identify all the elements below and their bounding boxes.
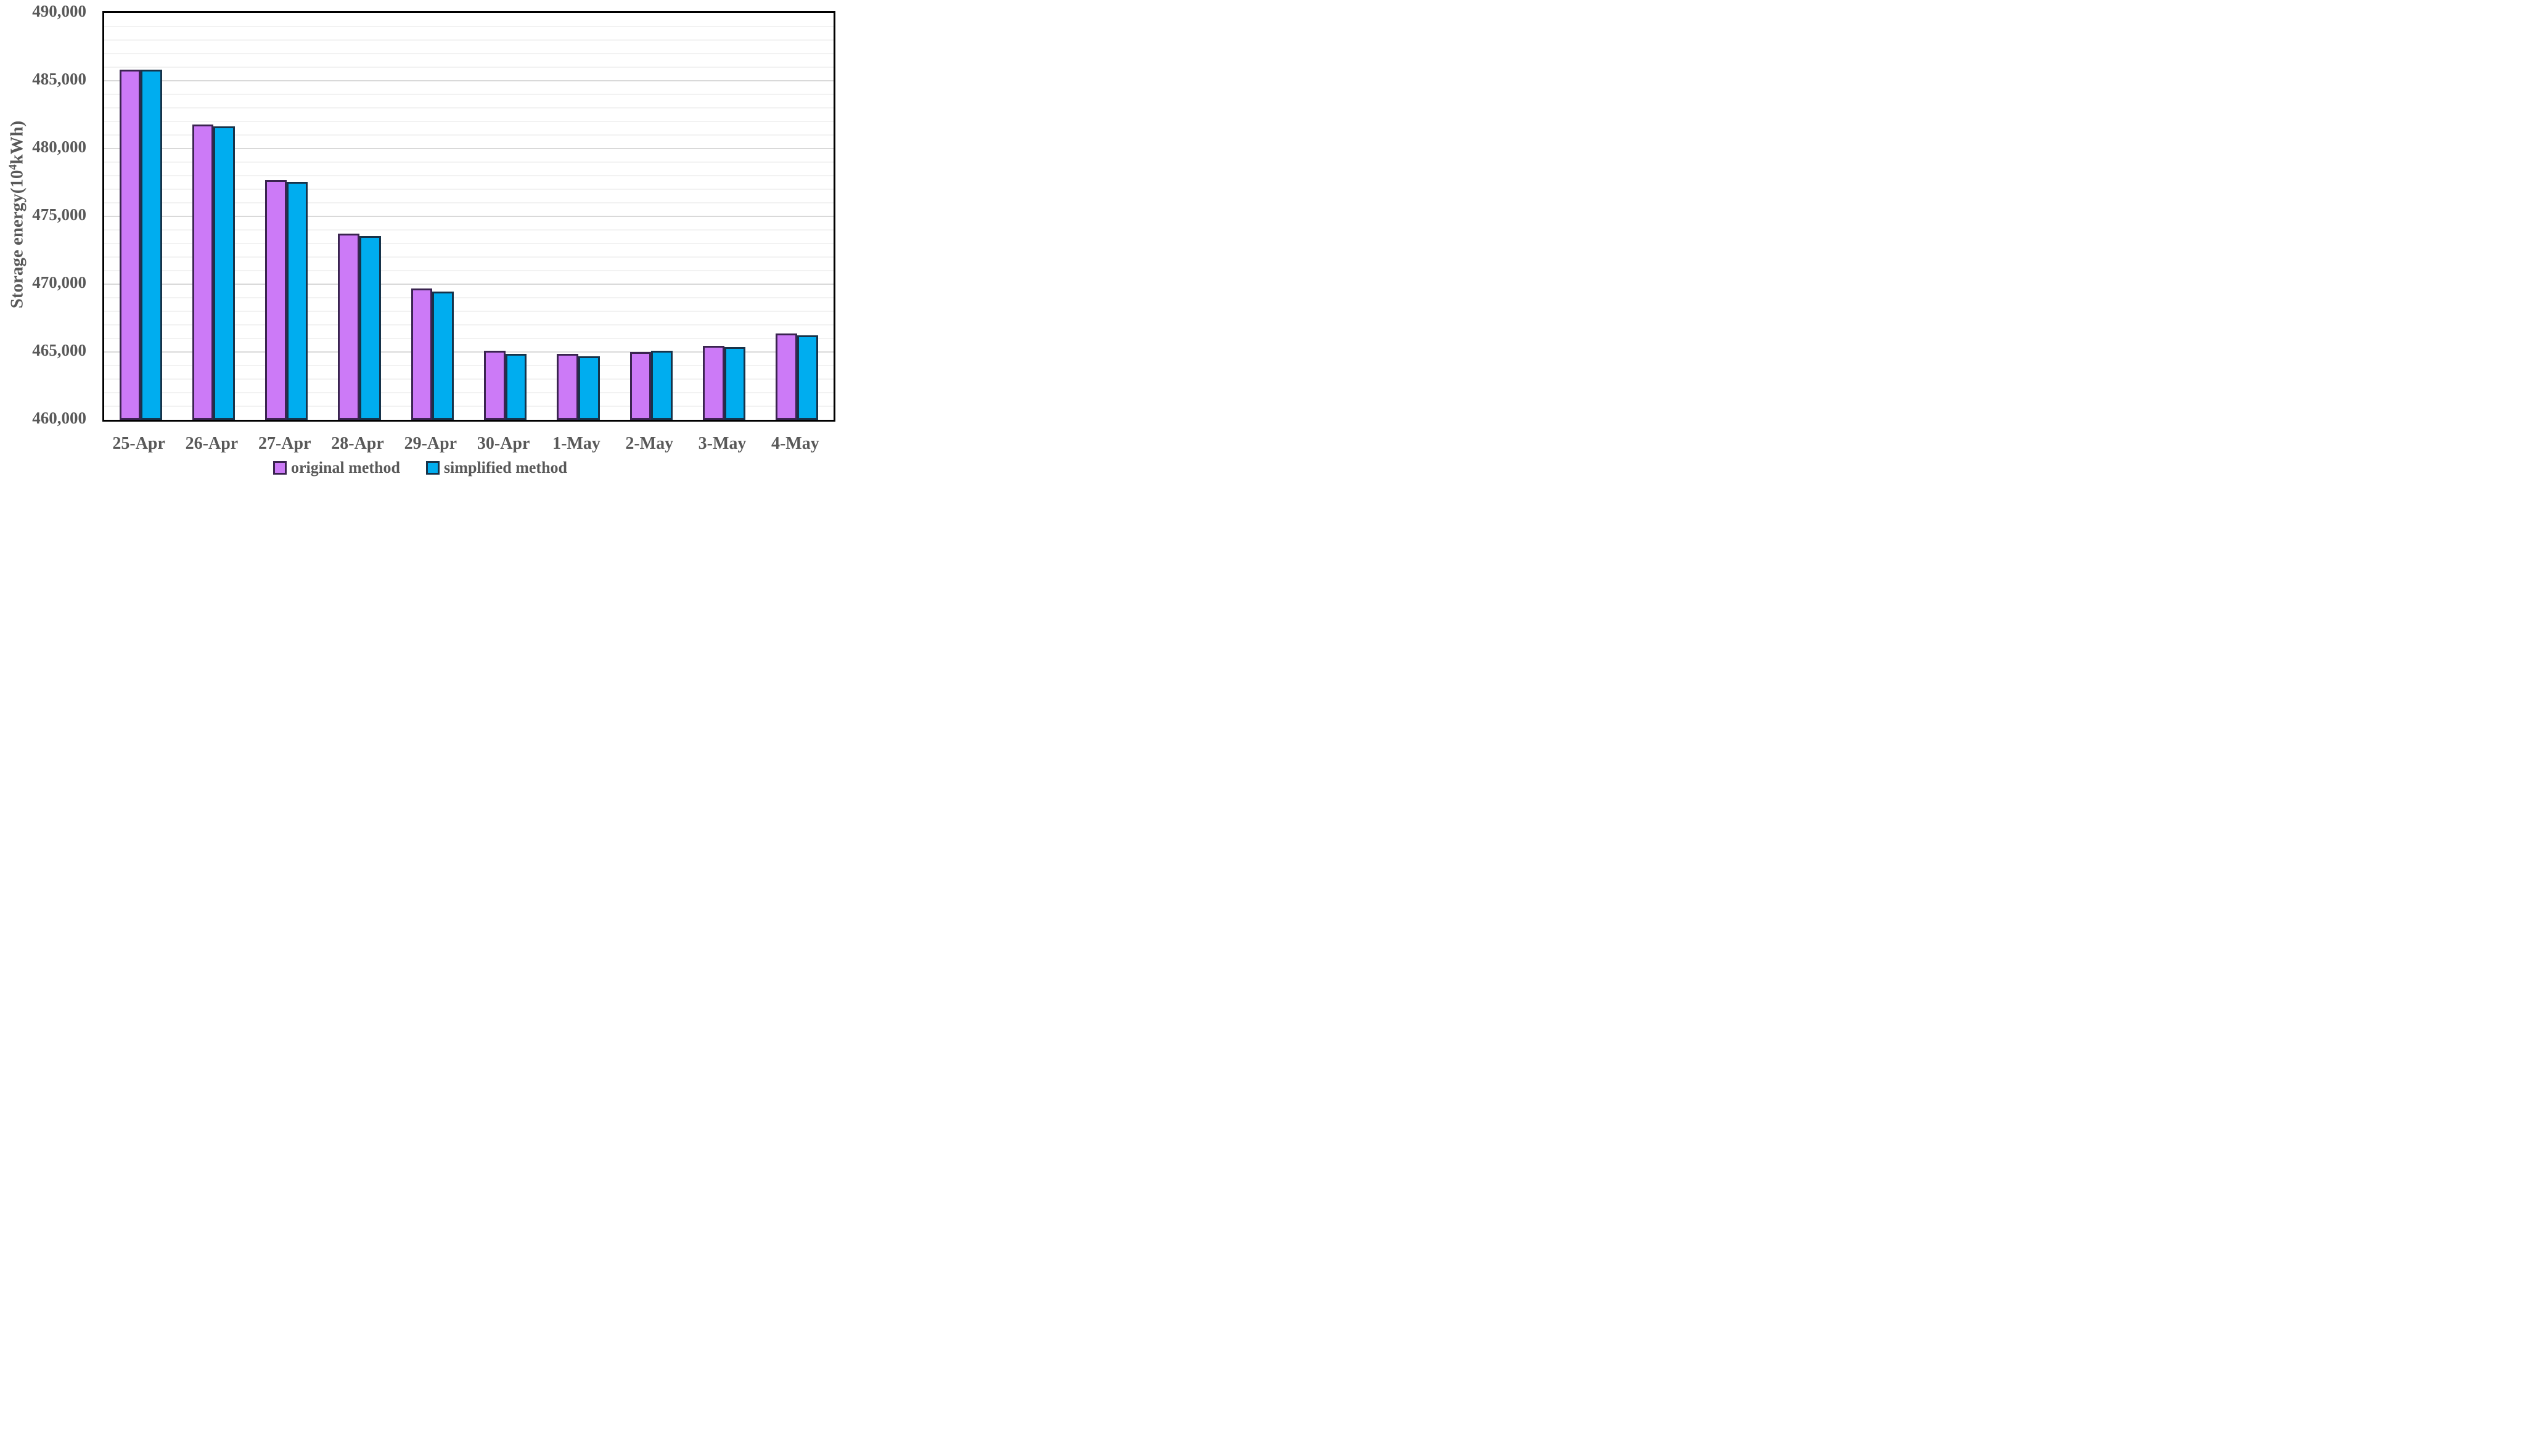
bar-chart-figure: Storage energy(104kWh) 460,000 465,000 470… [0, 0, 840, 485]
minor-gridline [104, 324, 834, 325]
legend-label-original-method: original method [290, 459, 400, 476]
legend-label-simplified-method: simplified method [443, 459, 568, 476]
x-axis-tick-label-28-Apr: 28-Apr [331, 434, 384, 453]
x-axis-tick-label-2-May: 2-May [625, 434, 674, 453]
x-axis-tick-label-1-May: 1-May [552, 434, 601, 453]
bar-simplified-27-Apr [286, 182, 308, 420]
minor-gridline [104, 26, 834, 27]
minor-gridline [104, 67, 834, 68]
bar-original-29-Apr [411, 288, 433, 420]
minor-gridline [104, 121, 834, 122]
x-axis-tick-label-25-Apr: 25-Apr [112, 434, 165, 453]
bars-layer [104, 13, 834, 420]
bar-original-28-Apr [338, 233, 360, 420]
legend-entry-simplified: simplified method [425, 459, 568, 477]
bar-simplified-4-May [797, 335, 819, 420]
minor-gridline [104, 256, 834, 258]
y-axis-tick-label: 480,000 [32, 137, 86, 156]
bar-simplified-1-May [578, 356, 600, 420]
minor-gridline [104, 297, 834, 298]
legend-swatch-original-method [273, 461, 287, 475]
minor-gridline [104, 107, 834, 108]
bar-original-27-Apr [265, 179, 287, 420]
x-axis-tick-label-3-May: 3-May [698, 434, 747, 453]
x-axis-tick-label-27-Apr: 27-Apr [258, 434, 311, 453]
y-axis-tick-label: 465,000 [32, 341, 86, 359]
minor-gridline [104, 39, 834, 41]
legend-entry-original: original method [273, 459, 400, 477]
major-gridline [104, 80, 834, 82]
bar-simplified-28-Apr [359, 236, 381, 420]
bar-original-1-May [557, 353, 578, 420]
minor-gridline [104, 243, 834, 244]
legend-swatch-simplified-method [425, 461, 440, 475]
bar-original-26-Apr [192, 124, 214, 420]
minor-gridline [104, 175, 834, 176]
minor-gridline [104, 311, 834, 312]
minor-gridline [104, 162, 834, 163]
legend: original method simplified method [0, 459, 840, 477]
y-axis-tick-label: 485,000 [32, 70, 86, 88]
x-axis-tick-label-30-Apr: 30-Apr [477, 434, 530, 453]
x-axis-tick-label-29-Apr: 29-Apr [404, 434, 457, 453]
y-axis-tick-label: 490,000 [32, 2, 86, 20]
gridlines-layer [104, 13, 834, 420]
minor-gridline [104, 338, 834, 339]
major-gridline [104, 147, 834, 150]
plot-area [102, 11, 835, 422]
major-gridline [104, 283, 834, 285]
bar-simplified-30-Apr [505, 353, 527, 420]
minor-gridline [104, 365, 834, 366]
y-axis-tick-label: 475,000 [32, 205, 86, 224]
minor-gridline [104, 392, 834, 393]
bar-simplified-2-May [651, 351, 673, 420]
bar-original-25-Apr [119, 69, 141, 420]
y-axis-tick-label: 470,000 [32, 273, 86, 292]
minor-gridline [104, 202, 834, 203]
x-axis-tick-label-4-May: 4-May [771, 434, 819, 453]
minor-gridline [104, 229, 834, 231]
bar-original-3-May [702, 346, 724, 420]
minor-gridline [104, 378, 834, 380]
minor-gridline [104, 53, 834, 54]
y-axis-title-superscript: 4 [6, 164, 19, 170]
bar-simplified-25-Apr [141, 69, 162, 420]
bar-simplified-26-Apr [213, 126, 236, 420]
bar-simplified-29-Apr [432, 292, 454, 420]
minor-gridline [104, 134, 834, 136]
bar-original-4-May [776, 333, 797, 420]
minor-gridline [104, 94, 834, 95]
bar-original-30-Apr [484, 351, 506, 420]
major-gridline [104, 215, 834, 218]
major-gridline [104, 351, 834, 353]
minor-gridline [104, 270, 834, 271]
y-axis-tick-label: 460,000 [32, 409, 86, 427]
minor-gridline [104, 406, 834, 407]
x-axis-tick-label-26-Apr: 26-Apr [185, 434, 239, 453]
minor-gridline [104, 189, 834, 190]
bar-simplified-3-May [724, 346, 746, 420]
bar-original-2-May [629, 352, 652, 420]
